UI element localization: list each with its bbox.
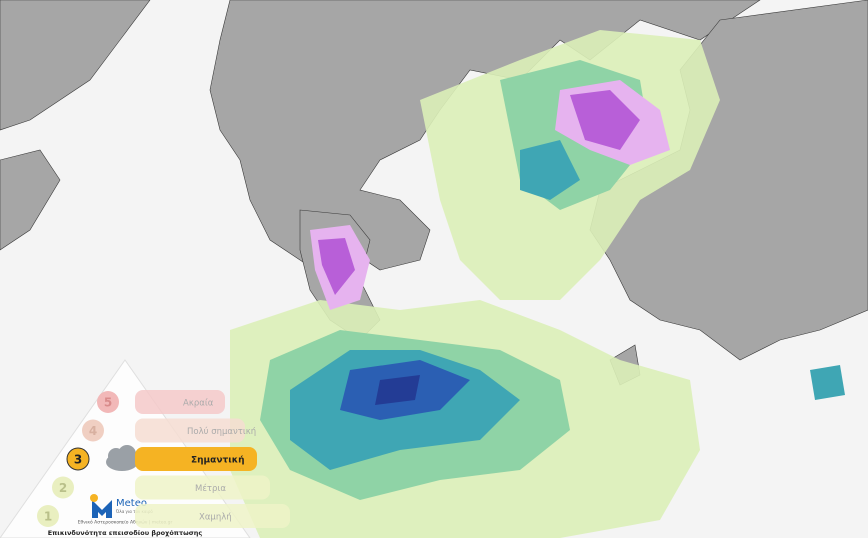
precipitation (230, 30, 845, 538)
logo-sun (90, 494, 98, 502)
italy-land (0, 0, 151, 131)
level-badge (82, 419, 104, 442)
cloud (118, 445, 136, 463)
level-badge (66, 447, 90, 471)
logo-name: Meteo (116, 498, 147, 509)
level-bar (135, 504, 290, 528)
level-badge (37, 505, 59, 527)
level-label: Σημαντική (191, 456, 245, 466)
level-label: Χαμηλή (199, 513, 232, 523)
rain-purple (570, 90, 640, 150)
level-number: 3 (74, 453, 82, 467)
legend-level: 1 Χαμηλή (37, 504, 290, 528)
level-badge (52, 476, 74, 499)
legend: Meteo Όλα για τον καιρό Εθνικό Αστεροσκο… (0, 359, 290, 538)
level-bar (135, 418, 245, 443)
rain-cloud-icon (106, 445, 138, 471)
level-number: 1 (44, 510, 52, 524)
level-number: 5 (104, 396, 112, 410)
rain-extreme (375, 375, 420, 405)
legend-level: 4 Πολύ σημαντική (82, 418, 256, 443)
level-badge (97, 391, 119, 413)
rain-heavy-east (810, 365, 845, 400)
level-number: 2 (59, 481, 67, 495)
logo-m (92, 500, 112, 518)
level-label: Μέτρια (195, 483, 226, 494)
legend-level: 2 Μέτρια (52, 475, 270, 500)
logo-mark (90, 494, 112, 518)
legend-level: 3 Σημαντική (66, 447, 257, 471)
level-label: Ακραία (183, 399, 214, 409)
legend-caption: Επικινδυνότητα επεισοδίου βροχόπτωσης (48, 529, 203, 537)
level-bar (135, 475, 270, 500)
level-bar (135, 447, 257, 471)
logo-tagline: Όλα για τον καιρό (115, 509, 153, 514)
italy-south (0, 149, 61, 251)
rain-heavy-north (520, 140, 580, 200)
level-number: 4 (89, 424, 97, 438)
rain-purple-west (318, 238, 355, 295)
logo-source: Εθνικό Αστεροσκοπείο Αθηνών | meteo.gr (78, 519, 173, 526)
level-bar (135, 390, 225, 414)
legend-level: 5 Ακραία (97, 390, 225, 414)
level-label: Πολύ σημαντική (187, 426, 256, 437)
